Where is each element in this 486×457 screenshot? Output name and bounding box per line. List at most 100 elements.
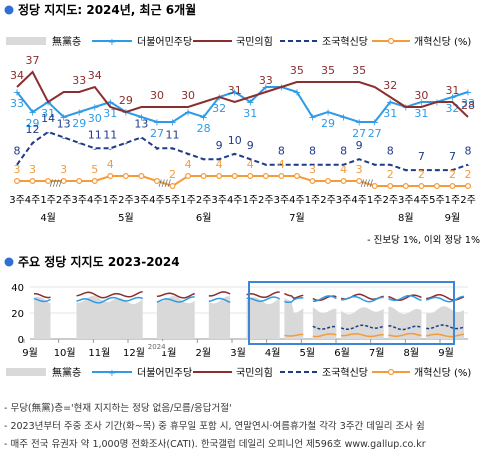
legend-label-ppp: 국민의힘 <box>236 367 273 379</box>
x-month-label: 4월 <box>40 212 56 224</box>
x-tick-label: 3주 <box>134 195 150 206</box>
data-point-dp: + <box>137 113 145 124</box>
data-label-ppp: 30 <box>414 89 428 102</box>
data-point-rp <box>278 173 285 180</box>
x-tick-label: 4주 <box>87 195 103 206</box>
year-break-bg <box>146 341 167 351</box>
data-point-rp <box>465 183 472 190</box>
overview-line-dp <box>341 295 384 303</box>
data-label-dp: 27 <box>352 127 366 140</box>
data-point-rp <box>122 173 129 180</box>
y-tick-label: 20 <box>11 309 24 320</box>
y-tick-label: 40 <box>11 283 24 294</box>
data-point-rp <box>262 173 269 180</box>
year-break-label: 2024 <box>148 343 166 351</box>
legend-marker-rp <box>387 368 395 376</box>
x-tick-label: 1주 <box>180 195 196 206</box>
overview-line-dp <box>284 296 304 304</box>
data-point-dp: + <box>153 118 161 129</box>
data-label-dp: 29 <box>321 117 335 130</box>
data-label-rp: 3 <box>60 163 67 176</box>
data-point-rp <box>402 183 409 190</box>
overview-line-dp <box>312 295 337 302</box>
data-point-rkp: - <box>295 161 298 171</box>
x-tick-label: 4주 <box>25 195 41 206</box>
legend-label-dp: 더불어민주당 <box>137 36 192 48</box>
data-point-rkp: - <box>233 150 236 160</box>
data-point-rp <box>356 178 363 185</box>
data-point-rp <box>45 178 52 185</box>
data-point-dp: + <box>91 103 99 114</box>
data-label-rp: 3 <box>356 163 363 176</box>
data-label-ppp: 35 <box>290 64 304 77</box>
data-label-ppp: 33 <box>72 74 86 87</box>
x-tick-label: 1주 <box>305 195 321 206</box>
overview-line-ppp <box>426 294 465 301</box>
data-label-dp: 32 <box>212 102 226 115</box>
data-point-rkp: - <box>218 155 221 165</box>
data-point-rp <box>293 173 300 180</box>
x-tick-label: 3주 <box>336 195 352 206</box>
data-point-rkp: - <box>326 161 329 171</box>
x-tick-label: 12월 <box>123 347 145 359</box>
title-dot-icon <box>4 5 14 15</box>
y-tick-label: 0 <box>18 335 24 346</box>
x-tick-label: 2월 <box>196 347 212 359</box>
legend-label-dp: 더불어민주당 <box>137 367 192 379</box>
data-label-rp: 2 <box>387 168 394 181</box>
overview-line-ppp <box>33 292 51 299</box>
overview-area-none <box>76 295 143 339</box>
data-point-rp <box>29 178 36 185</box>
x-tick-label: 9월 <box>438 347 454 359</box>
data-point-rp <box>387 183 394 190</box>
x-tick-label: 4주 <box>414 195 430 206</box>
overview-line-dp <box>156 296 195 303</box>
data-label-ppp: 34 <box>10 69 24 82</box>
legend-marker-dp: + <box>108 37 116 48</box>
overview-line-ppp <box>76 290 143 299</box>
data-label-dp: 28 <box>197 122 211 135</box>
legend-marker-dp: + <box>108 368 116 379</box>
data-label-dp: 31 <box>41 107 55 120</box>
data-label-ppp: 37 <box>26 54 40 67</box>
data-point-dp: + <box>370 118 378 129</box>
overview-area-none <box>284 298 304 339</box>
x-tick-label: 7월 <box>369 347 385 359</box>
data-point-rkp: - <box>264 161 267 171</box>
data-point-rkp: - <box>155 144 158 154</box>
legend-label-none: 無黨층 <box>52 366 81 379</box>
top-x-axis: 3주 4주 1주 2주 3주 4주 1주 2주 3주 4주 5주 1주 2주 3주 4주 1주 2주 3주 4주 1주… <box>9 195 476 224</box>
x-tick-label: 1주 <box>40 195 56 206</box>
overview-line-dp <box>425 295 465 303</box>
data-point-rkp: - <box>140 133 143 143</box>
data-point-rp <box>216 173 223 180</box>
x-tick-label: 3주 <box>398 195 414 206</box>
data-label-ppp: 33 <box>259 74 273 87</box>
data-label-ppp: 28 <box>461 99 475 112</box>
overview-area-none <box>208 296 231 339</box>
overview-line-ppp <box>156 292 195 299</box>
x-tick-label: 2주 <box>56 195 72 206</box>
data-point-rkp: - <box>389 161 392 171</box>
data-point-dp: + <box>324 108 332 119</box>
x-month-label: 6월 <box>196 212 212 224</box>
overview-line-dp <box>388 294 422 302</box>
data-label-dp: 33 <box>461 97 475 110</box>
overview-area-none <box>341 307 384 339</box>
x-tick-label: 1주 <box>367 195 383 206</box>
data-point-dp: + <box>13 88 21 99</box>
data-point-rkp: - <box>93 144 96 154</box>
top-plot-area: +33+29+31 + +29+30+31 + + +27++ +28+32++31+ + ++… <box>10 54 475 190</box>
data-point-rp <box>247 173 254 180</box>
data-point-rp <box>231 173 238 180</box>
data-label-rp: 3 <box>309 163 316 176</box>
data-label-dp: 27 <box>150 127 164 140</box>
legend-marker-rp <box>387 37 395 45</box>
data-point-rkp: - <box>466 161 469 171</box>
x-tick-label: 2주 <box>258 195 274 206</box>
data-point-rp <box>107 173 114 180</box>
data-label-rkp: 8 <box>465 145 472 158</box>
x-tick-label: 10월 <box>54 347 76 359</box>
data-point-rkp: - <box>15 161 18 171</box>
data-point-rkp: - <box>404 166 407 176</box>
